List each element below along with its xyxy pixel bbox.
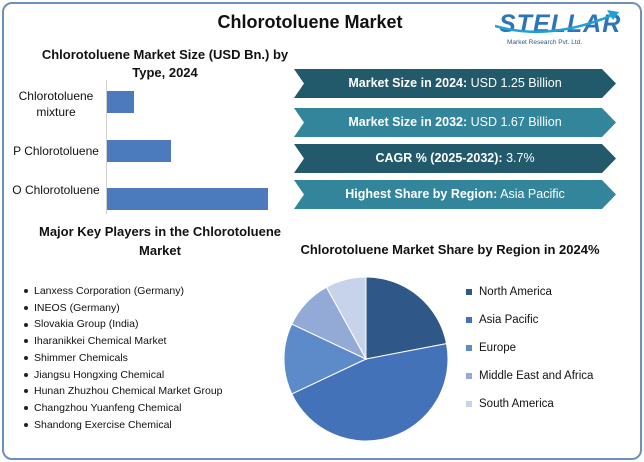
key-player-name: Lanxess Corporation (Germany) (34, 285, 184, 297)
key-player-item: INEOS (Germany) (24, 300, 223, 317)
pie-chart-title: Chlorotoluene Market Share by Region in … (300, 242, 600, 257)
legend-label: Europe (479, 342, 517, 354)
key-player-name: Hunan Zhuzhou Chemical Market Group (34, 385, 223, 398)
key-player-item: Shimmer Chemicals (24, 350, 223, 367)
key-players-title: Major Key Players in the Chlorotoluene M… (39, 224, 281, 258)
legend-label: Middle East and Africa (479, 370, 594, 382)
banner-value: 3.7% (506, 151, 535, 165)
pie-slice-north-america (365, 276, 448, 360)
bullet-icon (24, 422, 28, 427)
key-player-item: Iharanikkei Chemical Market (24, 333, 223, 350)
legend-label: Asia Pacific (479, 314, 539, 326)
key-player-name: Iharanikkei Chemical Market (34, 335, 167, 348)
bar-label-chlorotoluene-mixture: Chlorotoluene mixture (18, 89, 94, 119)
pie-legend: North America Asia Pacific Europe Middle… (466, 285, 593, 425)
banner-value: USD 1.67 Billion (470, 115, 562, 129)
bullet-icon (24, 322, 28, 327)
legend-label: South America (479, 398, 554, 410)
banner-market-size-2024: Market Size in 2024: USD 1.25 Billion (294, 69, 616, 98)
key-player-name: INEOS (Germany) (34, 301, 120, 314)
banner-value: Asia Pacific (500, 187, 565, 201)
bullet-icon (24, 339, 28, 344)
bar-p-chlorotoluene (107, 140, 172, 162)
legend-swatch (466, 344, 472, 351)
bar-chlorotoluene-mixture (107, 91, 135, 113)
svg-text:STELLAR: STELLAR (499, 10, 621, 38)
stellar-logo-mark: STELLAR (495, 10, 621, 38)
key-player-name: Slovakia Group (India) (34, 318, 139, 331)
banner-label: CAGR % (2025-2032): (375, 151, 503, 165)
bar-o-chlorotoluene (107, 188, 268, 210)
bullet-icon (24, 406, 28, 411)
key-player-name: Changzhou Yuanfeng Chemical (34, 401, 182, 414)
stellar-logo: STELLAR Market Research Pvt. Ltd. (495, 6, 625, 46)
banner-cagr: CAGR % (2025-2032): 3.7% (294, 144, 616, 173)
bar-label-o-chlorotoluene: O Chlorotoluene (12, 183, 100, 197)
key-player-item: Shandong Exercise Chemical (24, 417, 223, 434)
bar-chart-title: Chlorotoluene Market Size (USD Bn.) by T… (41, 47, 289, 80)
legend-item-south-america: South America (466, 397, 593, 425)
banner-value: USD 1.25 Billion (470, 76, 562, 90)
banner-market-size-2032: Market Size in 2032: USD 1.67 Billion (294, 108, 616, 137)
bullet-icon (24, 305, 28, 310)
pie-slice-south-america (325, 276, 367, 360)
pie-slice-asia-pacific (291, 343, 449, 442)
legend-swatch (466, 400, 472, 407)
legend-item-europe: Europe (466, 341, 593, 369)
legend-item-middle-east-africa: Middle East and Africa (466, 369, 593, 397)
bar-chart-axis (106, 80, 107, 214)
banner-label: Highest Share by Region: (345, 187, 498, 201)
banner-label: Market Size in 2024: (348, 76, 468, 90)
key-players-list: Lanxess Corporation (Germany) INEOS (Ger… (24, 283, 223, 433)
bullet-icon (24, 372, 28, 377)
legend-swatch (466, 316, 472, 323)
bullet-icon (24, 356, 28, 361)
key-player-item: Hunan Zhuzhou Chemical Market Group (24, 383, 223, 400)
legend-item-north-america: North America (466, 285, 593, 313)
key-player-name: Shimmer Chemicals (34, 351, 128, 364)
key-player-item: Changzhou Yuanfeng Chemical (24, 400, 223, 417)
key-player-item: Lanxess Corporation (Germany) (24, 283, 223, 300)
pie-slice-europe (283, 323, 368, 395)
key-player-item: Slovakia Group (India) (24, 316, 223, 333)
bar-label-p-chlorotoluene: P Chlorotoluene (13, 144, 99, 158)
key-player-item: Jiangsu Hongxing Chemical (24, 367, 223, 384)
page-title: Chlorotoluene Market (217, 12, 403, 32)
bullet-icon (24, 289, 28, 294)
bullet-icon (24, 389, 28, 394)
legend-swatch (466, 372, 472, 379)
legend-item-asia-pacific: Asia Pacific (466, 313, 593, 341)
logo-tagline: Market Research Pvt. Ltd. (507, 39, 583, 46)
key-player-name: Jiangsu Hongxing Chemical (34, 368, 165, 381)
banner-label: Market Size in 2032: (348, 115, 468, 129)
key-player-name: Shandong Exercise Chemical (34, 418, 172, 431)
banner-highest-share: Highest Share by Region: Asia Pacific (294, 180, 616, 209)
legend-label: North America (479, 286, 552, 298)
legend-swatch (466, 288, 472, 295)
